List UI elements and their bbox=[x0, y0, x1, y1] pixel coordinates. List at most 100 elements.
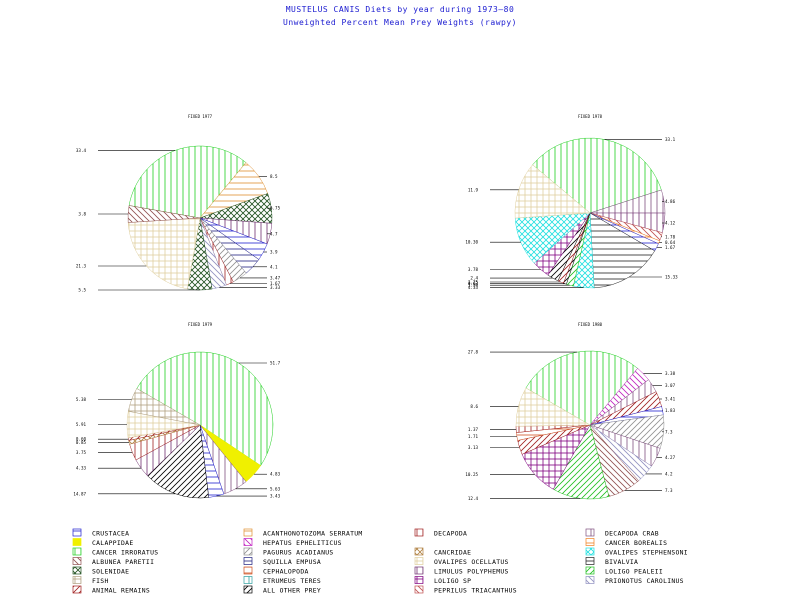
legend-label: BIVALVIA bbox=[605, 558, 638, 566]
legend-label: SOLENIDAE bbox=[92, 567, 129, 575]
slice-value-label: 1.67 bbox=[270, 281, 281, 286]
slice-value-label: 8.6 bbox=[470, 404, 478, 409]
legend-swatch bbox=[72, 538, 82, 546]
legend-swatch bbox=[243, 528, 253, 537]
legend-swatch bbox=[72, 585, 82, 594]
legend-swatch bbox=[585, 547, 595, 556]
legend-item: PEPRILUS TRIACANTHUS bbox=[414, 585, 517, 594]
legend-label: ACANTHONOTOZOMA SERRATUM bbox=[263, 529, 363, 537]
legend-item: ETRUMEUS TERES bbox=[243, 576, 321, 585]
legend-label: CALAPPIDAE bbox=[92, 539, 133, 547]
legend-item: FISH bbox=[72, 576, 109, 585]
legend-item: CANCRIDAE bbox=[414, 547, 471, 556]
slice-value-label: 11.9 bbox=[468, 187, 479, 192]
slice-value-label: 5.63 bbox=[270, 486, 281, 491]
legend-item: ACANTHONOTOZOMA SERRATUM bbox=[243, 528, 363, 537]
legend: CRUSTACEA ACANTHONOTOZOMA SERRATUM DECAPOD… bbox=[72, 528, 688, 594]
legend-swatch bbox=[72, 528, 82, 537]
legend-item: BIVALVIA bbox=[585, 557, 638, 566]
slice-value-label: 4.33 bbox=[76, 466, 87, 471]
slice-value-label: 0.63 bbox=[468, 281, 479, 286]
legend-label: DECAPODA CRAB bbox=[605, 529, 659, 537]
slice-value-label: 4.12 bbox=[665, 221, 676, 226]
slice-value-label: 33.4 bbox=[76, 148, 87, 153]
slice-value-label: 1.37 bbox=[468, 427, 479, 432]
slice-value-label: 5.38 bbox=[76, 397, 87, 402]
legend-item: DECAPODA CRAB bbox=[585, 528, 659, 537]
legend-item: DECAPODA bbox=[414, 528, 467, 537]
legend-label: SQUILLA EMPUSA bbox=[263, 558, 321, 566]
legend-label: ALBUNEA PARETII bbox=[92, 558, 154, 566]
pie-slice bbox=[525, 350, 638, 426]
legend-label: OVALIPES OCELLATUS bbox=[434, 558, 509, 566]
pie-title: FIXED 1978 bbox=[578, 114, 603, 119]
pie-title: FIXED 1980 bbox=[578, 322, 603, 327]
legend-label: ETRUMEUS TERES bbox=[263, 577, 321, 585]
legend-label: PRIONOTUS CAROLINUS bbox=[605, 577, 684, 585]
slice-value-label: 8.5 bbox=[270, 174, 278, 179]
legend-label: CRUSTACEA bbox=[92, 529, 129, 537]
legend-swatch bbox=[414, 566, 424, 575]
legend-item: ALBUNEA PARETII bbox=[72, 557, 154, 566]
slice-value-label: 4.2 bbox=[665, 471, 673, 476]
legend-label: PAGURUS ACADIANUS bbox=[263, 548, 334, 556]
slice-value-label: 3.41 bbox=[665, 397, 676, 402]
legend-item: LOLIGO PEALEII bbox=[585, 566, 663, 575]
legend-swatch bbox=[243, 557, 253, 565]
chart-title: MUSTELUS CANIS Diets by year during 1973… bbox=[285, 5, 515, 14]
slice-value-label: 10.30 bbox=[465, 240, 478, 245]
slice-value-label: 0.60 bbox=[76, 437, 87, 442]
pie-slice bbox=[136, 351, 274, 466]
legend-item: ANIMAL REMAINS bbox=[72, 585, 150, 594]
legend-swatch bbox=[243, 538, 253, 546]
legend-item: ALL OTHER PREY bbox=[243, 585, 321, 594]
slice-value-label: 5.5 bbox=[78, 288, 86, 293]
legend-label: FISH bbox=[92, 577, 109, 585]
slice-value-label: 7.3 bbox=[665, 429, 673, 434]
slice-value-label: 15.33 bbox=[665, 275, 678, 280]
slice-value-label: 3.8 bbox=[78, 212, 86, 217]
slice-value-label: 0.64 bbox=[665, 240, 676, 245]
pie-title: FIXED 1979 bbox=[188, 322, 213, 327]
legend-item: CANCER BOREALIS bbox=[585, 538, 667, 547]
legend-item: CRUSTACEA bbox=[72, 528, 129, 537]
legend-swatch bbox=[243, 566, 253, 575]
legend-label: ANIMAL REMAINS bbox=[92, 586, 150, 594]
slice-value-label: 10.25 bbox=[465, 472, 478, 477]
slice-value-label: 7.3 bbox=[665, 488, 673, 493]
slice-value-label: 1.67 bbox=[665, 245, 676, 250]
legend-swatch bbox=[585, 566, 595, 575]
legend-label: OVALIPES STEPHENSONI bbox=[605, 548, 688, 556]
legend-label: PEPRILUS TRIACANTHUS bbox=[434, 586, 517, 594]
legend-item: HEPATUS EPHELITICUS bbox=[243, 538, 342, 547]
pie-slice bbox=[589, 212, 656, 289]
slice-value-label: 3.75 bbox=[76, 450, 87, 455]
legend-label: HEPATUS EPHELITICUS bbox=[263, 539, 342, 547]
slice-value-label: 4.86 bbox=[665, 199, 676, 204]
slice-value-label: 4.83 bbox=[270, 472, 281, 477]
legend-label: CANCER IRRORATUS bbox=[92, 548, 158, 556]
legend-item: PAGURUS ACADIANUS bbox=[243, 547, 334, 556]
slice-value-label: 3.43 bbox=[270, 494, 281, 499]
legend-item: OVALIPES STEPHENSONI bbox=[585, 547, 688, 556]
legend-swatch bbox=[414, 557, 424, 565]
slice-value-label: 6.75 bbox=[270, 206, 281, 211]
legend-swatch bbox=[585, 557, 595, 565]
slice-value-label: 5.91 bbox=[76, 422, 87, 427]
legend-swatch bbox=[414, 547, 424, 556]
slice-value-label: 1.83 bbox=[665, 408, 676, 413]
legend-swatch bbox=[243, 547, 253, 556]
slice-value-label: 33.1 bbox=[665, 137, 676, 142]
pie-slice bbox=[127, 205, 201, 223]
legend-swatch bbox=[585, 538, 595, 546]
legend-swatch bbox=[585, 576, 595, 584]
legend-label: ALL OTHER PREY bbox=[263, 586, 321, 594]
legend-item: SQUILLA EMPUSA bbox=[243, 557, 321, 566]
legend-swatch bbox=[414, 576, 424, 584]
legend-swatch bbox=[243, 585, 253, 594]
slice-value-label: 3.13 bbox=[468, 445, 479, 450]
slice-value-label: 12.4 bbox=[468, 496, 479, 501]
legend-swatch bbox=[72, 557, 82, 565]
slice-value-label: 1.71 bbox=[468, 434, 479, 439]
